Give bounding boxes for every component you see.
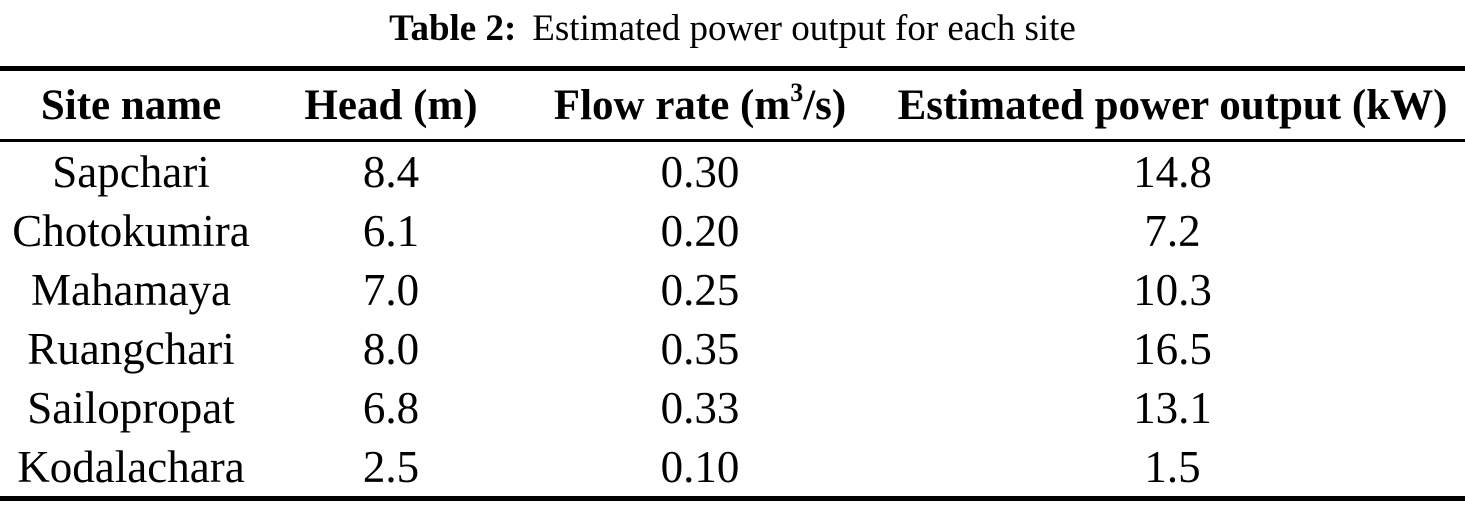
cell-site-name: Chotokumira: [12, 205, 250, 256]
table-caption-text: Estimated power output for each site: [532, 8, 1076, 49]
cell-power-output: 7.2: [1144, 205, 1201, 256]
cell-head: 7.0: [362, 264, 420, 315]
col-header-flow-rate-superscript: 3: [790, 77, 804, 107]
cell-power-output: 16.5: [1133, 323, 1212, 374]
cell-site-name: Sailopropat: [27, 382, 235, 433]
cell-power-output: 1.5: [1144, 441, 1201, 492]
col-header-flow-rate: Flow rate (m3/s): [520, 68, 880, 142]
table-row-kodalachara: Kodalachara 2.5 0.10 1.5: [0, 437, 1465, 499]
cell-power-output: 14.8: [1133, 146, 1212, 197]
cell-power-output: 10.3: [1133, 264, 1212, 315]
table-row-chotokumira: Chotokumira 6.1 0.20 7.2: [0, 201, 1465, 260]
power-output-table: Site name Head (m) Flow rate (m3/s) Esti…: [0, 66, 1465, 501]
cell-flow-rate: 0.25: [660, 264, 740, 315]
header-row: Site name Head (m) Flow rate (m3/s) Esti…: [0, 68, 1465, 142]
table-row-sapchari: Sapchari 8.4 0.30 14.8: [0, 141, 1465, 202]
cell-power-output: 13.1: [1133, 382, 1212, 433]
col-header-power-output: Estimated power output (kW): [880, 68, 1465, 142]
cell-head: 6.1: [362, 205, 420, 256]
cell-flow-rate: 0.20: [660, 205, 740, 256]
col-header-flow-rate-post: /s): [803, 81, 847, 129]
cell-head: 8.4: [362, 146, 420, 197]
cell-head: 2.5: [362, 441, 420, 492]
cell-site-name: Kodalachara: [17, 441, 245, 492]
col-header-site-name: Site name: [0, 68, 262, 142]
cell-flow-rate: 0.10: [660, 441, 740, 492]
col-header-head: Head (m): [262, 68, 520, 142]
table-row-sailopropat: Sailopropat 6.8 0.33 13.1: [0, 378, 1465, 437]
table-row-mahamaya: Mahamaya 7.0 0.25 10.3: [0, 260, 1465, 319]
cell-site-name: Mahamaya: [31, 264, 231, 315]
table-caption-label: Table 2:: [389, 8, 517, 49]
cell-flow-rate: 0.35: [660, 323, 740, 374]
table-row-ruangchari: Ruangchari 8.0 0.35 16.5: [0, 319, 1465, 378]
cell-site-name: Ruangchari: [27, 323, 235, 374]
cell-site-name: Sapchari: [52, 146, 210, 197]
cell-flow-rate: 0.33: [660, 382, 740, 433]
col-header-flow-rate-pre: Flow rate (m: [553, 81, 791, 129]
cell-head: 8.0: [362, 323, 420, 374]
cell-flow-rate: 0.30: [660, 146, 740, 197]
cell-head: 6.8: [362, 382, 420, 433]
table-caption: Table 2: Estimated power output for each …: [0, 0, 1465, 66]
